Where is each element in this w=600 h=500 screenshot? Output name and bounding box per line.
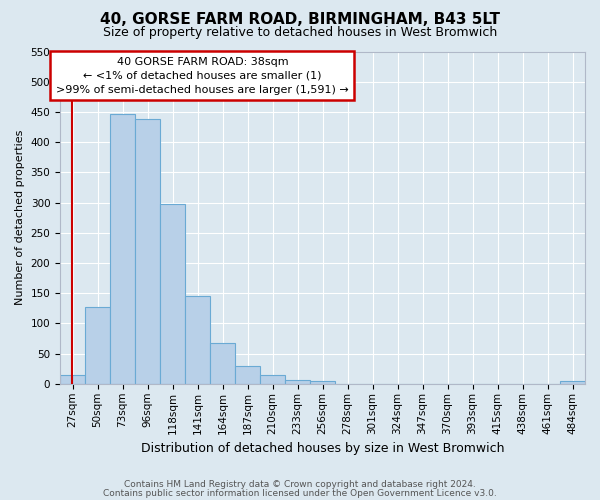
Bar (260, 375, 285, 384)
Bar (185, 296, 210, 384)
X-axis label: Distribution of detached houses by size in West Bromwich: Distribution of detached houses by size … (141, 442, 504, 455)
Bar (235, 366, 260, 384)
Bar (310, 382, 335, 384)
Bar (85, 307, 110, 384)
Bar (210, 343, 235, 384)
Text: Contains public sector information licensed under the Open Government Licence v3: Contains public sector information licen… (103, 488, 497, 498)
Text: Contains HM Land Registry data © Crown copyright and database right 2024.: Contains HM Land Registry data © Crown c… (124, 480, 476, 489)
Bar (60, 375, 85, 384)
Text: 40 GORSE FARM ROAD: 38sqm
← <1% of detached houses are smaller (1)
>99% of semi-: 40 GORSE FARM ROAD: 38sqm ← <1% of detac… (56, 56, 349, 94)
Text: 40, GORSE FARM ROAD, BIRMINGHAM, B43 5LT: 40, GORSE FARM ROAD, BIRMINGHAM, B43 5LT (100, 12, 500, 28)
Bar (160, 204, 185, 384)
Bar (135, 119, 160, 384)
Y-axis label: Number of detached properties: Number of detached properties (15, 130, 25, 306)
Text: Size of property relative to detached houses in West Bromwich: Size of property relative to detached ho… (103, 26, 497, 39)
Bar (285, 380, 310, 384)
Bar (560, 381, 585, 384)
Bar (110, 114, 135, 384)
